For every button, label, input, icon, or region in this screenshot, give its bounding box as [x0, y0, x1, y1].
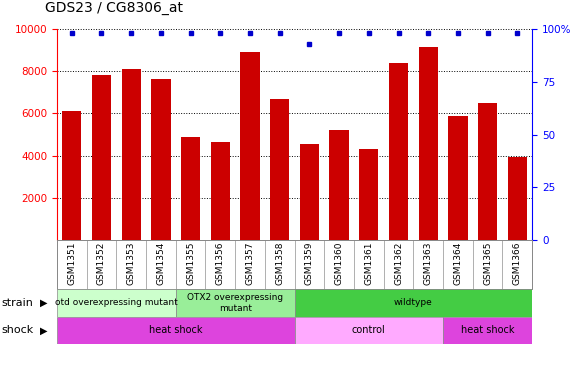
Bar — [151, 79, 171, 240]
Bar — [146, 240, 175, 289]
Text: OTX2 overexpressing
mutant: OTX2 overexpressing mutant — [187, 293, 283, 313]
Bar — [449, 116, 468, 240]
Text: GDS23 / CG8306_at: GDS23 / CG8306_at — [45, 1, 184, 15]
Bar — [324, 240, 354, 289]
Bar — [87, 240, 116, 289]
Bar — [354, 240, 383, 289]
Bar — [295, 317, 443, 344]
Text: heat shock: heat shock — [149, 325, 203, 335]
Bar — [116, 240, 146, 289]
Bar — [473, 240, 503, 289]
Bar — [295, 289, 532, 317]
Text: wildtype: wildtype — [394, 298, 433, 307]
Bar — [206, 240, 235, 289]
Bar — [329, 130, 349, 240]
Text: heat shock: heat shock — [461, 325, 514, 335]
Text: ▶: ▶ — [40, 298, 47, 308]
Bar — [175, 289, 295, 317]
Bar — [211, 142, 230, 240]
Text: otd overexpressing mutant: otd overexpressing mutant — [55, 298, 178, 307]
Text: shock: shock — [1, 325, 34, 335]
Bar — [241, 52, 260, 240]
Bar — [443, 240, 473, 289]
Bar — [121, 69, 141, 240]
Bar — [295, 240, 324, 289]
Text: GSM1359: GSM1359 — [305, 241, 314, 285]
Bar — [57, 317, 295, 344]
Bar — [443, 317, 532, 344]
Text: GSM1366: GSM1366 — [513, 241, 522, 285]
Bar — [508, 157, 527, 240]
Bar — [359, 149, 378, 240]
Text: GSM1358: GSM1358 — [275, 241, 284, 285]
Text: GSM1364: GSM1364 — [453, 241, 462, 285]
Text: GSM1355: GSM1355 — [186, 241, 195, 285]
Bar — [57, 240, 87, 289]
Text: GSM1365: GSM1365 — [483, 241, 492, 285]
Text: GSM1354: GSM1354 — [156, 241, 166, 285]
Text: GSM1351: GSM1351 — [67, 241, 76, 285]
Text: GSM1362: GSM1362 — [394, 241, 403, 285]
Bar — [92, 75, 111, 240]
Text: GSM1360: GSM1360 — [335, 241, 343, 285]
Text: control: control — [352, 325, 386, 335]
Bar — [57, 289, 175, 317]
Text: strain: strain — [1, 298, 33, 308]
Bar — [389, 63, 408, 240]
Text: GSM1361: GSM1361 — [364, 241, 374, 285]
Bar — [265, 240, 295, 289]
Text: GSM1353: GSM1353 — [127, 241, 136, 285]
Bar — [62, 111, 81, 240]
Bar — [413, 240, 443, 289]
Bar — [503, 240, 532, 289]
Text: GSM1357: GSM1357 — [246, 241, 254, 285]
Text: GSM1363: GSM1363 — [424, 241, 433, 285]
Bar — [383, 240, 413, 289]
Bar — [175, 240, 206, 289]
Text: GSM1356: GSM1356 — [216, 241, 225, 285]
Text: ▶: ▶ — [40, 325, 47, 335]
Bar — [235, 240, 265, 289]
Bar — [181, 137, 200, 240]
Bar — [270, 99, 289, 240]
Text: GSM1352: GSM1352 — [97, 241, 106, 285]
Bar — [418, 47, 438, 240]
Bar — [478, 103, 497, 240]
Bar — [300, 144, 319, 240]
